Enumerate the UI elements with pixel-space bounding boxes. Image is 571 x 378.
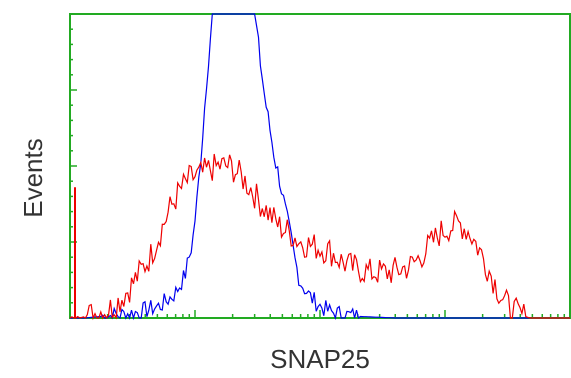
series-line-2 bbox=[69, 153, 570, 321]
series-layer bbox=[69, 13, 570, 321]
y-axis-label: Events bbox=[18, 138, 48, 218]
x-axis-label: SNAP25 bbox=[270, 344, 370, 374]
series-line-1 bbox=[70, 13, 570, 321]
plot-frame bbox=[69, 13, 571, 319]
